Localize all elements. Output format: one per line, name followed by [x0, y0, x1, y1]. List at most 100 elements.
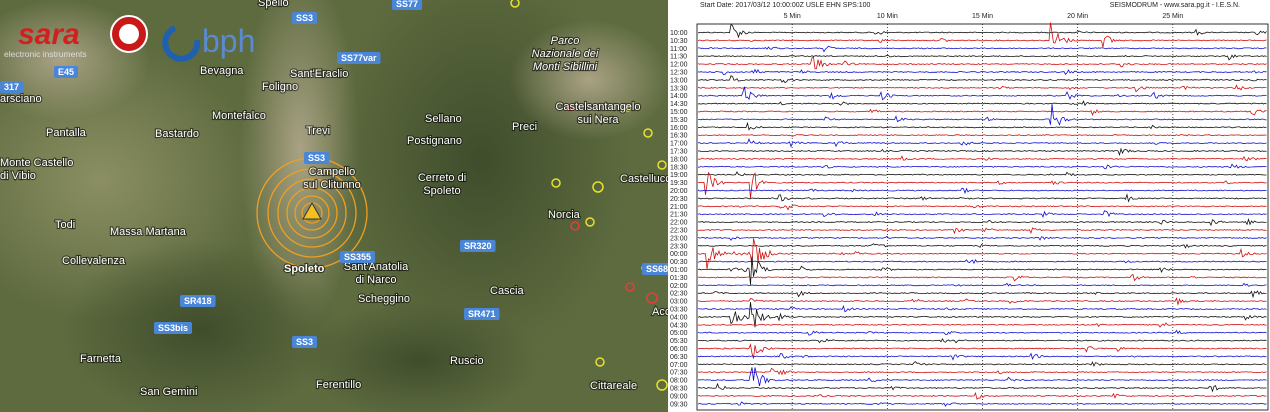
road-badge — [154, 322, 193, 334]
place-label: Collevalenza — [62, 255, 126, 267]
minute-label: 5 Min — [784, 13, 801, 20]
hour-label: 08:00 — [670, 378, 688, 385]
hour-label: 20:00 — [670, 188, 688, 195]
hour-label: 05:00 — [670, 330, 688, 337]
trace — [697, 322, 1267, 328]
place-label: Ferentillo — [316, 379, 361, 391]
place-label: San Gemini — [140, 386, 197, 398]
place-label: Ruscio — [450, 355, 484, 367]
trace — [697, 22, 1267, 48]
trace — [697, 54, 1267, 61]
trace — [697, 163, 1267, 170]
hour-label: 11:00 — [670, 46, 687, 53]
hour-label: 17:30 — [670, 149, 688, 156]
events-recent — [566, 104, 658, 304]
hour-label: 22:00 — [670, 220, 688, 227]
hour-label: 03:00 — [670, 299, 688, 306]
hour-label: 10:30 — [670, 38, 688, 45]
minute-label: 15 Min — [972, 13, 993, 20]
hour-label: 02:30 — [670, 291, 688, 298]
road-label: SS77 — [396, 0, 418, 9]
events — [510, 0, 668, 391]
sara-logo: sara — [18, 18, 80, 51]
place-label: Bevagna — [200, 65, 244, 77]
place-label: Bastardo — [155, 128, 199, 140]
place-label: Preci — [512, 121, 537, 133]
hour-label: 12:30 — [670, 70, 688, 77]
hour-label: 11:30 — [670, 54, 687, 61]
emblem-inner — [119, 24, 139, 44]
place-label: Scheggino — [358, 293, 410, 305]
place-label: Nazionale dei — [532, 48, 599, 60]
trace — [697, 282, 1267, 287]
hour-label: 13:00 — [670, 77, 688, 84]
place-label: sul Clitunno — [303, 179, 360, 191]
trace — [697, 274, 1267, 282]
hour-label: 07:00 — [670, 362, 688, 369]
place-label: Parco — [551, 35, 580, 47]
place-label: Spello — [258, 0, 289, 9]
trace — [697, 210, 1267, 218]
trace — [697, 227, 1267, 235]
hour-label: 15:30 — [670, 117, 688, 124]
trace — [697, 187, 1267, 195]
place-label: Pantalla — [46, 127, 87, 139]
bph-logo: bph — [202, 23, 255, 59]
road-badge — [292, 336, 318, 348]
hour-label: 08:30 — [670, 386, 688, 393]
trace — [697, 382, 1267, 393]
hour-label: 10:00 — [670, 30, 688, 37]
hour-label: 17:00 — [670, 141, 688, 148]
hour-label: 16:00 — [670, 125, 688, 132]
place-label: Campello — [309, 166, 355, 178]
place-label: Cittareale — [590, 380, 637, 392]
trace — [697, 290, 1267, 299]
place-label: Trevi — [306, 125, 330, 137]
sara-tagline: electronic instruments — [4, 49, 87, 59]
place-label: Norcia — [548, 209, 581, 221]
road-label: SS3 — [296, 337, 313, 347]
trace — [697, 235, 1267, 241]
trace — [697, 56, 1267, 70]
place-label: Todi — [55, 219, 75, 231]
place-label: Postignano — [407, 135, 462, 147]
road-label: SR320 — [464, 241, 492, 251]
hour-label: 03:30 — [670, 307, 688, 314]
trace — [697, 68, 1267, 76]
hour-label: 01:30 — [670, 275, 688, 282]
map: Spello Foligno Bevagna Sant'Eraclio ParcoNaz… — [0, 0, 680, 412]
bph-mark — [162, 25, 201, 62]
place-label: Montefalco — [212, 110, 266, 122]
hour-label: 18:30 — [670, 164, 688, 171]
road-label: SR418 — [184, 296, 212, 306]
hour-label: 13:30 — [670, 85, 688, 92]
hour-label: 02:00 — [670, 283, 688, 290]
minute-label: 25 Min — [1162, 13, 1183, 20]
trace — [697, 243, 1267, 249]
hour-label: 06:00 — [670, 346, 688, 353]
place-label: Spoleto — [284, 263, 325, 275]
minute-label: 10 Min — [877, 13, 898, 20]
hour-label: 01:00 — [670, 267, 688, 274]
road-label: E45 — [58, 67, 74, 77]
minute-label: 20 Min — [1067, 13, 1088, 20]
hour-label: 14:00 — [670, 93, 688, 100]
road-label: 317 — [4, 82, 19, 92]
trace — [697, 329, 1267, 336]
place-label: Foligno — [262, 81, 298, 93]
trace — [697, 302, 1267, 328]
hour-label: 00:00 — [670, 251, 688, 258]
trace — [697, 258, 1267, 265]
place-label: Monti Sibillini — [533, 61, 598, 73]
place-label: sui Nera — [578, 114, 620, 126]
road-badge — [392, 0, 423, 10]
hour-label: 19:00 — [670, 172, 688, 179]
place-label: Sant'Anatolia — [344, 261, 409, 273]
road-label: SS685 — [646, 264, 673, 274]
road-badge — [464, 308, 500, 320]
logos: sara electronic instruments bph — [4, 15, 255, 62]
trace — [697, 256, 1267, 285]
road-badge — [340, 251, 376, 263]
place-label: Farnetta — [80, 353, 122, 365]
